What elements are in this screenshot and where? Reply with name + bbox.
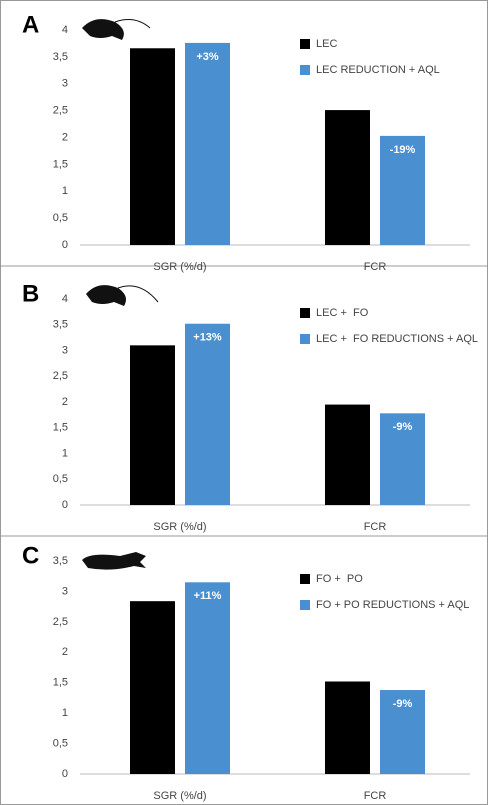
bar-annotation: +13%: [193, 332, 222, 344]
y-tick-label: 1: [62, 707, 68, 719]
y-tick-label: 1,5: [53, 158, 68, 170]
y-tick-label: 2: [62, 396, 68, 408]
y-tick-label: 0: [62, 499, 68, 511]
y-tick-label: 0,5: [53, 473, 68, 485]
y-tick-label: 2,5: [53, 616, 68, 628]
x-tick-label: SGR (%/d): [153, 261, 206, 273]
bar-annotation: -9%: [393, 421, 413, 433]
x-tick-label: FCR: [364, 521, 387, 533]
y-tick-label: 2: [62, 646, 68, 658]
legend-marker: [300, 308, 310, 318]
legend-marker: [300, 65, 310, 75]
bar: [325, 681, 370, 774]
y-tick-label: 1: [62, 447, 68, 459]
y-tick-label: 3,5: [53, 555, 68, 567]
y-tick-label: 0: [62, 239, 68, 251]
legend-marker: [300, 39, 310, 49]
bar: [185, 43, 230, 245]
x-tick-label: SGR (%/d): [153, 790, 206, 802]
legend-marker: [300, 334, 310, 344]
legend-label: FO + PO REDUCTIONS + AQL: [316, 599, 469, 611]
y-tick-label: 3: [62, 78, 68, 90]
y-tick-label: 3,5: [53, 319, 68, 331]
y-tick-label: 3,5: [53, 51, 68, 63]
x-tick-label: FCR: [364, 790, 387, 802]
x-tick-label: SGR (%/d): [153, 521, 206, 533]
bar: [185, 324, 230, 505]
y-tick-label: 0,5: [53, 737, 68, 749]
y-tick-label: 2,5: [53, 370, 68, 382]
bar: [185, 582, 230, 774]
figure: A 0 0,5 1 1,5 2 2,5 3 3,5 4 SGR (%/d) +3% FCR -19% LEC…: [0, 0, 488, 805]
bar: [130, 601, 175, 774]
bar-annotation: -9%: [393, 698, 413, 710]
frame: [1, 1, 488, 805]
legend-label: LEC: [316, 38, 337, 50]
legend-label: FO + PO: [316, 573, 363, 585]
y-tick-label: 3: [62, 344, 68, 356]
y-tick-label: 3: [62, 585, 68, 597]
panel-label: A: [22, 11, 39, 38]
y-tick-label: 4: [62, 24, 68, 36]
y-tick-label: 0: [62, 768, 68, 780]
y-tick-label: 1: [62, 185, 68, 197]
y-tick-label: 1,5: [53, 677, 68, 689]
panel-label: C: [22, 542, 39, 569]
y-tick-label: 4: [62, 293, 68, 305]
y-tick-label: 2,5: [53, 105, 68, 117]
bar: [130, 345, 175, 505]
legend-marker: [300, 600, 310, 610]
panel-label: B: [22, 280, 39, 307]
legend-label: LEC + FO: [316, 307, 369, 319]
bar: [325, 405, 370, 505]
bar-annotation: +11%: [194, 590, 222, 602]
y-tick-label: 0,5: [53, 212, 68, 224]
legend-label: LEC REDUCTION + AQL: [316, 64, 440, 76]
bar-annotation: +3%: [196, 51, 219, 63]
y-tick-label: 2: [62, 131, 68, 143]
bar: [130, 48, 175, 245]
y-tick-label: 1,5: [53, 422, 68, 434]
legend-label: LEC + FO REDUCTIONS + AQL: [316, 333, 478, 345]
legend-marker: [300, 574, 310, 584]
bar: [325, 110, 370, 245]
bar-annotation: -19%: [390, 144, 416, 156]
x-tick-label: FCR: [364, 261, 387, 273]
